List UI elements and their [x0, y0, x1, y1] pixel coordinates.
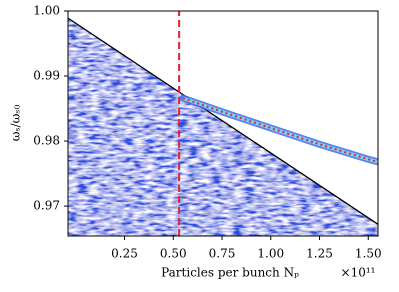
y-tick-label: 1.00 — [33, 4, 60, 18]
x-tick-label: 1.25 — [306, 247, 333, 261]
line — [182, 97, 378, 163]
y-tick-label: 0.97 — [33, 199, 60, 213]
line — [68, 17, 378, 225]
x-axis-label: Particles per bunch Nₚ — [161, 266, 299, 280]
x-tick-label: 0.50 — [160, 247, 187, 261]
x-tick-label: 1.50 — [355, 247, 382, 261]
x-tick-label: 0.25 — [111, 247, 138, 261]
plot-area — [68, 11, 378, 236]
y-tick-label: 0.98 — [33, 134, 60, 148]
y-axis-label: ωₛ/ωₛ₀ — [9, 105, 23, 142]
area — [68, 18, 378, 236]
x-offset-label: ×10¹¹ — [341, 266, 376, 280]
x-tick-label: 1.00 — [257, 247, 284, 261]
x-tick-label: 0.75 — [209, 247, 236, 261]
y-tick-label: 0.99 — [33, 69, 60, 83]
plot-frame — [67, 10, 379, 237]
